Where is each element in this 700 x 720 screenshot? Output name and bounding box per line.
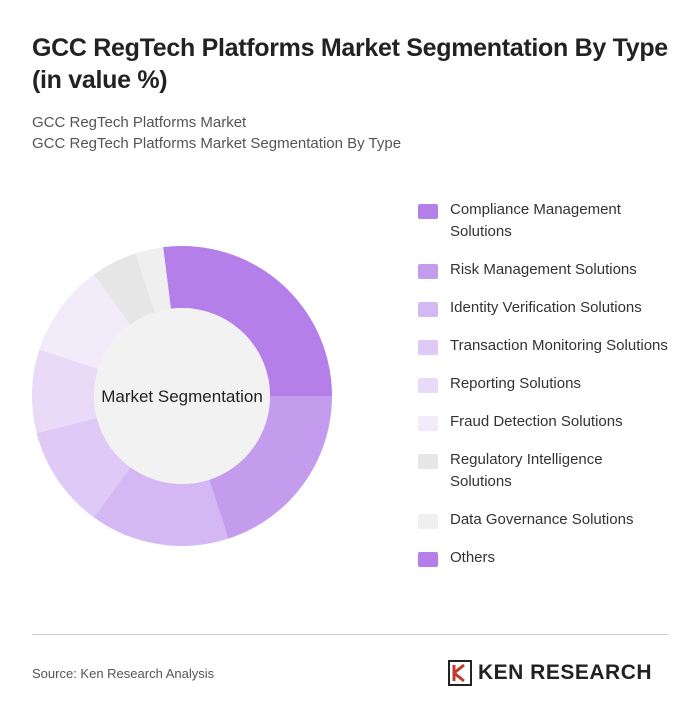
legend-item: Regulatory Intelligence Solutions xyxy=(418,449,668,493)
legend-swatch xyxy=(418,204,438,219)
legend-item: Reporting Solutions xyxy=(418,373,668,395)
legend-swatch xyxy=(418,454,438,469)
legend-label: Identity Verification Solutions xyxy=(450,299,642,316)
donut-slice xyxy=(163,246,182,309)
legend-label: Compliance Management Solutions xyxy=(450,201,621,240)
legend-item: Others xyxy=(418,547,668,569)
legend-label: Fraud Detection Solutions xyxy=(450,413,623,430)
donut-slice xyxy=(36,417,131,518)
donut-slice xyxy=(182,246,332,396)
legend-item: Compliance Management Solutions xyxy=(418,199,668,243)
legend-item: Data Governance Solutions xyxy=(418,509,668,531)
legend-item: Risk Management Solutions xyxy=(418,259,668,281)
legend-label: Reporting Solutions xyxy=(450,375,581,392)
legend: Compliance Management Solutions Risk Mana… xyxy=(418,199,668,585)
donut-slice xyxy=(93,467,229,546)
legend-swatch xyxy=(418,340,438,355)
legend-label: Risk Management Solutions xyxy=(450,261,637,278)
legend-item: Fraud Detection Solutions xyxy=(418,411,668,433)
legend-label: Others xyxy=(450,549,496,566)
legend-swatch xyxy=(418,416,438,431)
donut-slice xyxy=(39,274,131,369)
legend-item: Identity Verification Solutions xyxy=(418,297,668,319)
donut-chart: Market Segmentation xyxy=(32,246,332,546)
legend-label: Data Governance Solutions xyxy=(450,511,634,528)
donut-slice xyxy=(93,253,155,325)
legend-swatch xyxy=(418,264,438,279)
divider xyxy=(32,634,668,635)
donut-slice xyxy=(32,349,99,434)
brand-logo xyxy=(448,660,472,686)
donut-slice xyxy=(209,396,332,539)
subtitle: GCC RegTech Platforms Market xyxy=(32,114,247,131)
legend-item: Transaction Monitoring Solutions xyxy=(418,335,668,357)
donut-hole xyxy=(94,308,270,484)
center-label: Market Segmentation xyxy=(101,387,263,406)
subtitle: GCC RegTech Platforms Market Segmentatio… xyxy=(32,135,402,152)
legend-swatch xyxy=(418,514,438,529)
brand-name: KEN RESEARCH xyxy=(478,661,653,684)
chart-title: GCC RegTech Platforms Market Segmentatio… xyxy=(32,34,668,94)
legend-swatch xyxy=(418,378,438,393)
legend-swatch xyxy=(418,302,438,317)
donut-slice xyxy=(135,247,171,313)
source: Source: Ken Research Analysis xyxy=(32,666,215,681)
legend-label: Transaction Monitoring Solutions xyxy=(450,337,668,354)
legend-label: Regulatory Intelligence Solutions xyxy=(450,451,603,490)
legend-swatch xyxy=(418,552,438,567)
